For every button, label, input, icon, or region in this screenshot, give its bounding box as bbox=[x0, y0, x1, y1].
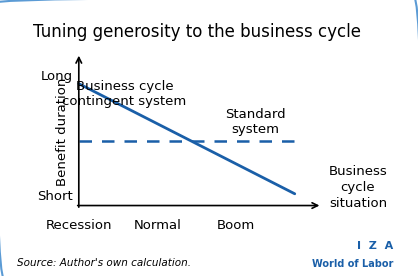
Text: Standard
system: Standard system bbox=[225, 108, 286, 136]
Text: Source: Author's own calculation.: Source: Author's own calculation. bbox=[17, 258, 191, 268]
Text: Long: Long bbox=[41, 70, 73, 83]
Text: World of Labor: World of Labor bbox=[311, 259, 393, 269]
Text: I  Z  A: I Z A bbox=[357, 241, 393, 251]
Text: Boom: Boom bbox=[217, 219, 255, 232]
Text: Business cycle
contingent system: Business cycle contingent system bbox=[62, 80, 186, 108]
Text: Short: Short bbox=[38, 190, 73, 203]
Title: Tuning generosity to the business cycle: Tuning generosity to the business cycle bbox=[33, 23, 361, 41]
Text: Normal: Normal bbox=[133, 219, 181, 232]
Text: Recession: Recession bbox=[46, 219, 112, 232]
Text: Benefit duration: Benefit duration bbox=[56, 78, 69, 186]
Text: Business
cycle
situation: Business cycle situation bbox=[329, 165, 387, 210]
